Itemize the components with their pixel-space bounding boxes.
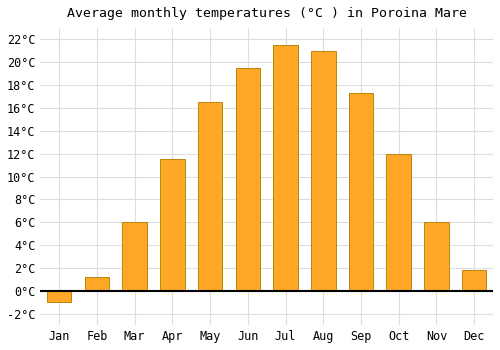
Bar bbox=[311, 51, 336, 291]
Bar bbox=[348, 93, 374, 291]
Bar bbox=[424, 222, 448, 291]
Title: Average monthly temperatures (°C ) in Poroina Mare: Average monthly temperatures (°C ) in Po… bbox=[66, 7, 466, 20]
Bar bbox=[160, 160, 184, 291]
Bar bbox=[84, 277, 109, 291]
Bar bbox=[236, 68, 260, 291]
Bar bbox=[198, 102, 222, 291]
Bar bbox=[47, 291, 72, 302]
Bar bbox=[274, 45, 298, 291]
Bar bbox=[122, 222, 147, 291]
Bar bbox=[386, 154, 411, 291]
Bar bbox=[462, 270, 486, 291]
